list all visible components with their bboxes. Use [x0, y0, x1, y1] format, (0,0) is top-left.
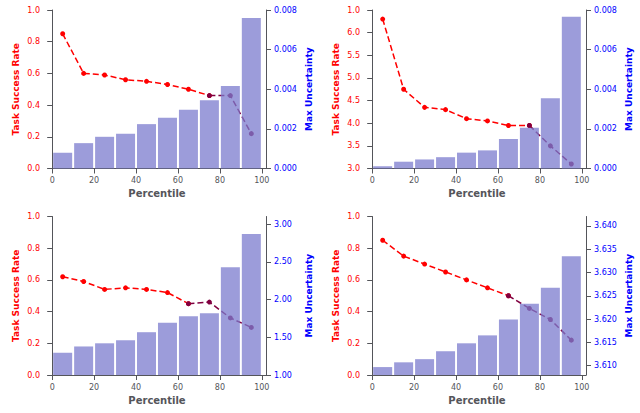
svg-text:100: 100 — [254, 176, 269, 185]
svg-text:0.0: 0.0 — [27, 371, 40, 380]
svg-text:80: 80 — [215, 383, 225, 392]
svg-text:100: 100 — [574, 383, 589, 392]
svg-text:0.004: 0.004 — [594, 85, 617, 94]
svg-text:3.00: 3.00 — [274, 220, 292, 229]
svg-text:0: 0 — [50, 383, 55, 392]
svg-text:1.00: 1.00 — [274, 371, 292, 380]
svg-text:1.50: 1.50 — [274, 333, 292, 342]
svg-text:4.5: 4.5 — [347, 96, 360, 105]
svg-text:60: 60 — [173, 176, 183, 185]
svg-text:0.000: 0.000 — [274, 164, 297, 173]
svg-text:0: 0 — [50, 176, 55, 185]
svg-text:0.008: 0.008 — [274, 6, 297, 15]
svg-text:0.000: 0.000 — [594, 164, 617, 173]
svg-text:Task Success Rate: Task Success Rate — [11, 250, 21, 342]
svg-text:1.0: 1.0 — [347, 6, 360, 15]
svg-text:0.008: 0.008 — [594, 6, 617, 15]
svg-text:1.0: 1.0 — [347, 212, 360, 221]
svg-text:Percentile: Percentile — [128, 188, 186, 199]
svg-text:0.4: 0.4 — [27, 101, 40, 110]
svg-text:20: 20 — [409, 176, 419, 185]
svg-text:0.4: 0.4 — [27, 307, 40, 316]
svg-text:80: 80 — [535, 383, 545, 392]
svg-text:40: 40 — [451, 176, 461, 185]
svg-text:80: 80 — [535, 176, 545, 185]
svg-text:4.0: 4.0 — [347, 119, 360, 128]
svg-text:3.615: 3.615 — [594, 338, 617, 347]
svg-text:0.002: 0.002 — [274, 124, 297, 133]
svg-text:0: 0 — [370, 383, 375, 392]
svg-text:1.0: 1.0 — [27, 212, 40, 221]
svg-text:60: 60 — [493, 176, 503, 185]
svg-text:3.635: 3.635 — [594, 245, 617, 254]
svg-text:3.625: 3.625 — [594, 291, 617, 300]
svg-text:0.6: 0.6 — [347, 275, 360, 284]
svg-text:Task Success Rate: Task Success Rate — [331, 250, 341, 342]
svg-text:Max Uncertainty: Max Uncertainty — [304, 254, 314, 338]
svg-text:Task Success Rate: Task Success Rate — [11, 43, 21, 135]
svg-text:1.0: 1.0 — [27, 6, 40, 15]
svg-text:40: 40 — [131, 176, 141, 185]
svg-text:Max Uncertainty: Max Uncertainty — [304, 47, 314, 131]
svg-text:100: 100 — [574, 176, 589, 185]
svg-text:40: 40 — [131, 383, 141, 392]
svg-text:3.620: 3.620 — [594, 315, 617, 324]
svg-text:0: 0 — [370, 176, 375, 185]
svg-text:0.8: 0.8 — [27, 244, 40, 253]
svg-text:2.50: 2.50 — [274, 257, 292, 266]
svg-text:20: 20 — [89, 176, 99, 185]
svg-text:0.0: 0.0 — [347, 371, 360, 380]
svg-text:3.630: 3.630 — [594, 268, 617, 277]
svg-text:0.006: 0.006 — [274, 45, 297, 54]
svg-text:60: 60 — [493, 383, 503, 392]
svg-text:80: 80 — [215, 176, 225, 185]
svg-text:20: 20 — [89, 383, 99, 392]
svg-text:5.0: 5.0 — [347, 73, 360, 82]
svg-text:5.5: 5.5 — [347, 51, 360, 60]
svg-text:0.4: 0.4 — [347, 307, 360, 316]
svg-text:0.8: 0.8 — [347, 244, 360, 253]
svg-text:Max Uncertainty: Max Uncertainty — [624, 254, 634, 338]
svg-text:0.0: 0.0 — [27, 164, 40, 173]
svg-text:0.006: 0.006 — [594, 45, 617, 54]
svg-text:3.0: 3.0 — [347, 164, 360, 173]
svg-text:0.002: 0.002 — [594, 124, 617, 133]
svg-text:0.6: 0.6 — [27, 275, 40, 284]
svg-text:100: 100 — [254, 383, 269, 392]
svg-text:Max Uncertainty: Max Uncertainty — [624, 47, 634, 131]
svg-text:Percentile: Percentile — [448, 188, 506, 199]
svg-text:Task Success Rate: Task Success Rate — [331, 43, 341, 135]
svg-text:6.0: 6.0 — [347, 28, 360, 37]
svg-text:0.2: 0.2 — [27, 339, 40, 348]
svg-text:0.6: 0.6 — [27, 69, 40, 78]
svg-text:0.8: 0.8 — [27, 37, 40, 46]
svg-text:3.640: 3.640 — [594, 221, 617, 230]
svg-text:Percentile: Percentile — [448, 395, 506, 406]
svg-text:0.004: 0.004 — [274, 85, 297, 94]
svg-text:Percentile: Percentile — [128, 395, 186, 406]
svg-text:3.610: 3.610 — [594, 361, 617, 370]
svg-text:40: 40 — [451, 383, 461, 392]
svg-text:0.2: 0.2 — [27, 132, 40, 141]
svg-text:20: 20 — [409, 383, 419, 392]
svg-text:0.2: 0.2 — [347, 339, 360, 348]
svg-text:3.5: 3.5 — [347, 141, 360, 150]
svg-text:60: 60 — [173, 383, 183, 392]
svg-text:2.00: 2.00 — [274, 295, 292, 304]
